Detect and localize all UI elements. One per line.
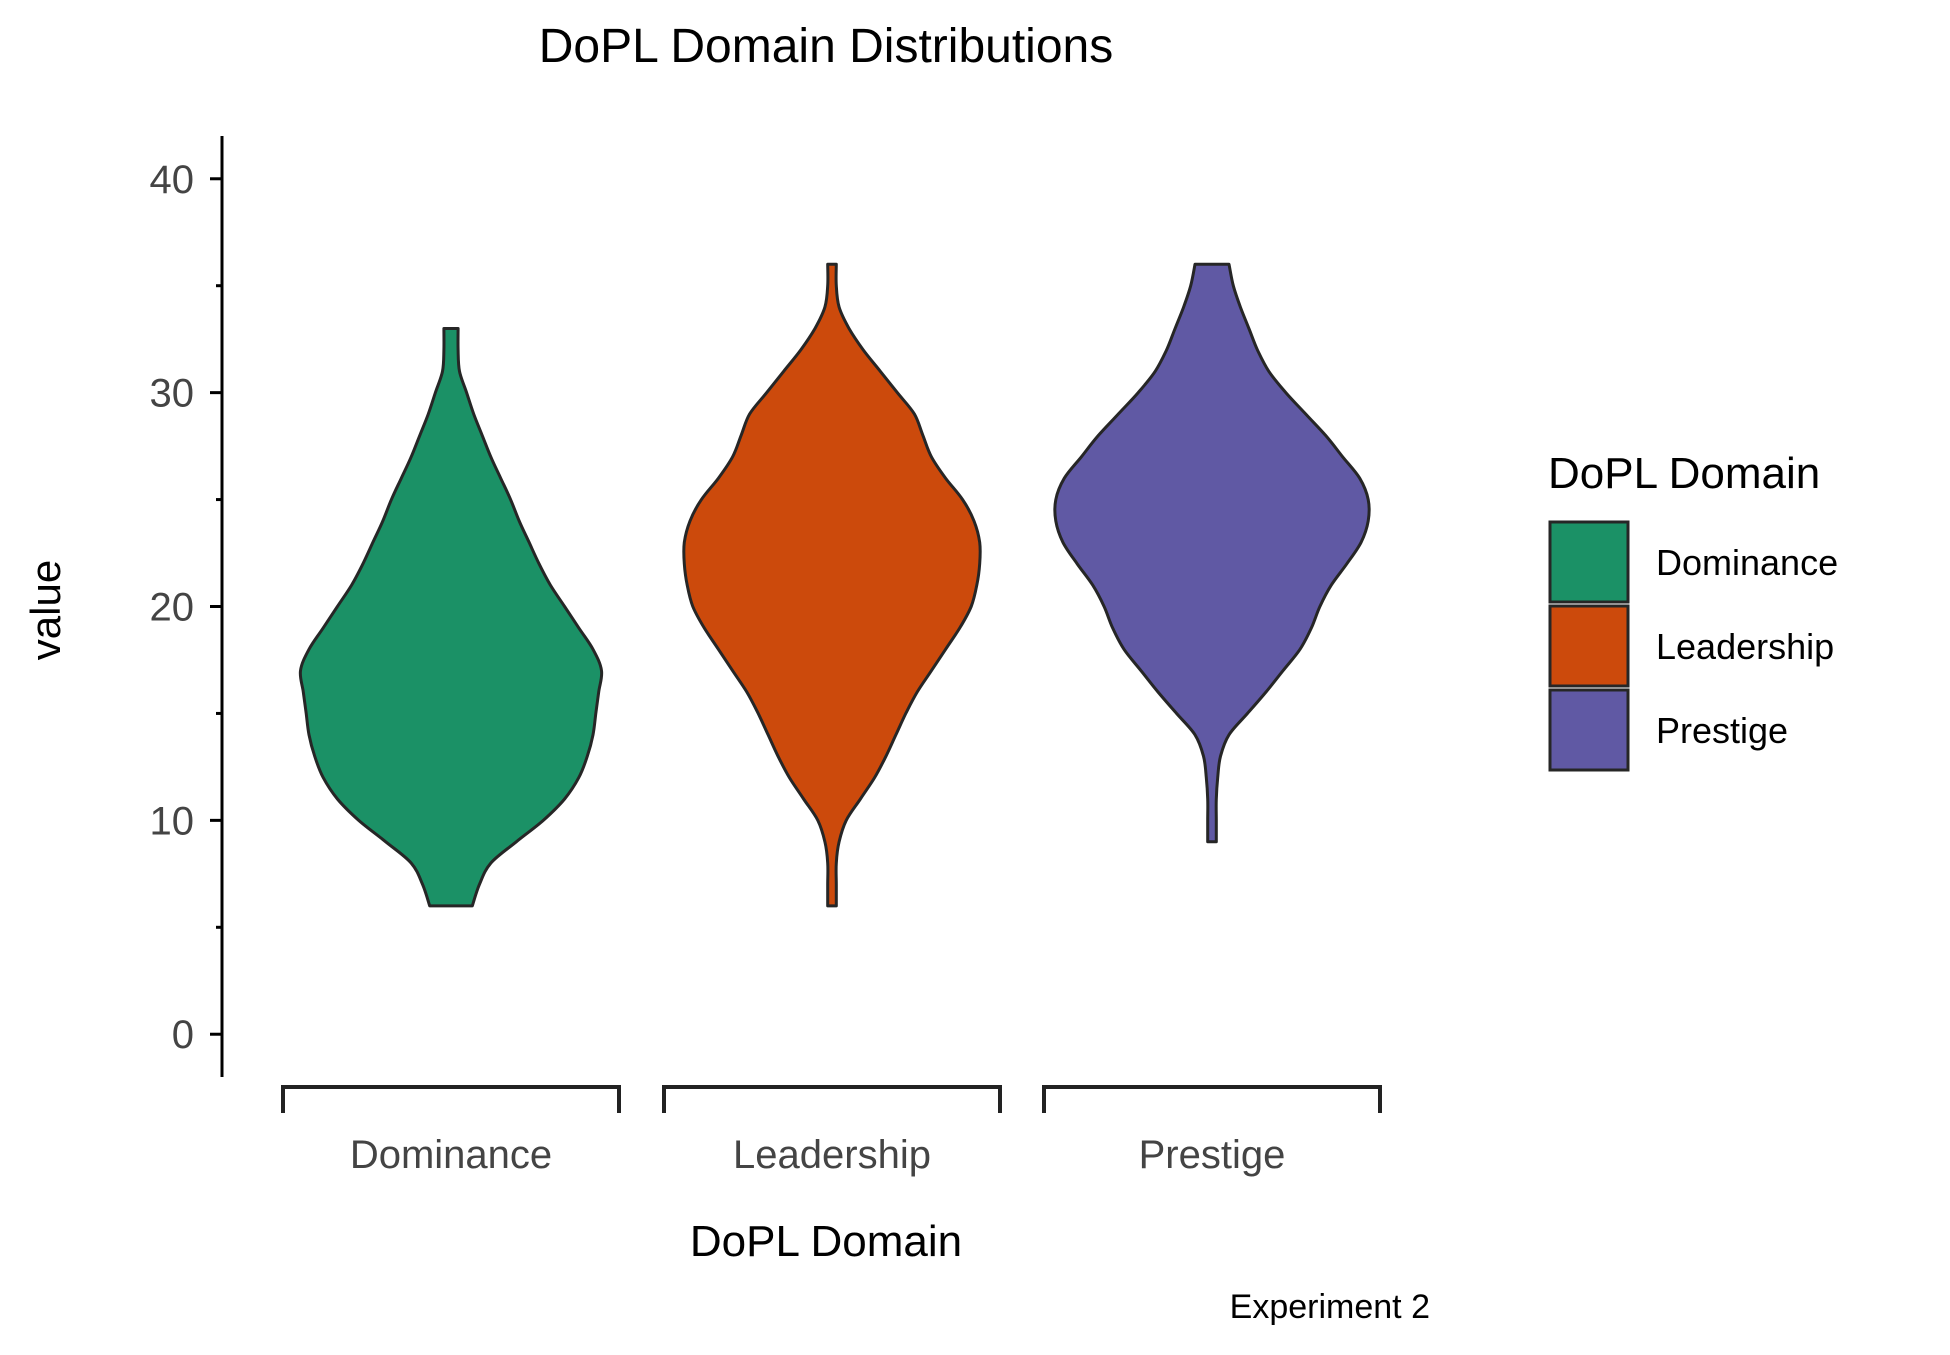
violin-prestige [1053,262,1371,844]
y-axis: 0 10 20 30 40 [150,136,224,1077]
x-axis: Dominance Leadership Prestige [281,1085,1382,1177]
violin-leadership [682,262,982,908]
x-tick-label-prestige: Prestige [1139,1133,1286,1177]
y-axis-label: value [22,560,69,660]
x-tick-label-leadership: Leadership [733,1133,931,1177]
chart-title: DoPL Domain Distributions [539,20,1113,73]
legend-swatch-dominance [1548,520,1630,604]
legend-label-leadership: Leadership [1656,626,1834,667]
y-tick-label-30: 30 [150,372,195,416]
y-tick-label-40: 40 [150,158,195,202]
chart-caption: Experiment 2 [1230,1288,1430,1326]
legend: DoPL Domain Dominance Leadership Prestige [1548,449,1838,772]
y-tick-label-10: 10 [150,799,195,843]
legend-label-dominance: Dominance [1656,542,1838,583]
legend-swatch-prestige [1548,688,1630,772]
violin-dominance [298,327,604,908]
x-bracket-leadership [662,1085,1002,1113]
x-bracket-prestige [1042,1085,1382,1113]
x-tick-label-dominance: Dominance [350,1133,552,1177]
y-tick-label-0: 0 [172,1013,194,1057]
violins [298,262,1371,908]
legend-swatch-leadership [1548,604,1630,688]
y-tick-label-20: 20 [150,586,195,630]
x-axis-label: DoPL Domain [690,1217,962,1266]
legend-title: DoPL Domain [1548,449,1820,498]
legend-label-prestige: Prestige [1656,710,1788,751]
x-bracket-dominance [281,1085,621,1113]
